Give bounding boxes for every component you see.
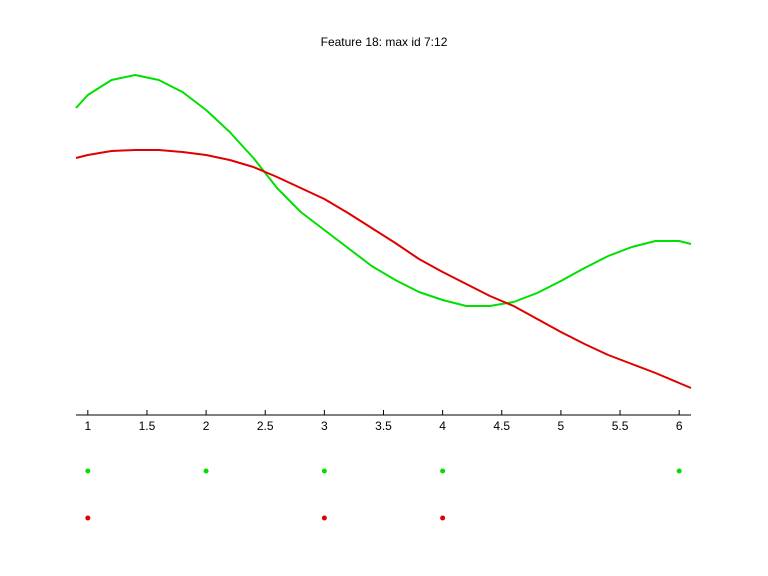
x-tick-label: 3.5 <box>375 419 392 433</box>
dot <box>440 515 446 521</box>
dot <box>85 468 91 474</box>
dot <box>85 515 91 521</box>
x-tick-label: 2.5 <box>257 419 274 433</box>
chart-title: Feature 18: max id 7:12 <box>321 35 448 49</box>
x-tick-label: 5.5 <box>612 419 629 433</box>
x-tick-label: 2 <box>203 419 210 433</box>
x-tick-label: 1.5 <box>139 419 156 433</box>
x-tick-label: 4.5 <box>493 419 510 433</box>
x-tick-label: 1 <box>84 419 91 433</box>
dot <box>676 468 682 474</box>
x-tick-label: 5 <box>558 419 565 433</box>
x-tick-label: 4 <box>439 419 446 433</box>
dot <box>321 515 327 521</box>
dot <box>321 468 327 474</box>
dot <box>440 468 446 474</box>
x-tick-label: 3 <box>321 419 328 433</box>
series-line <box>75 74 692 307</box>
series-line <box>75 149 692 389</box>
x-tick-label: 6 <box>676 419 683 433</box>
dot <box>203 468 209 474</box>
